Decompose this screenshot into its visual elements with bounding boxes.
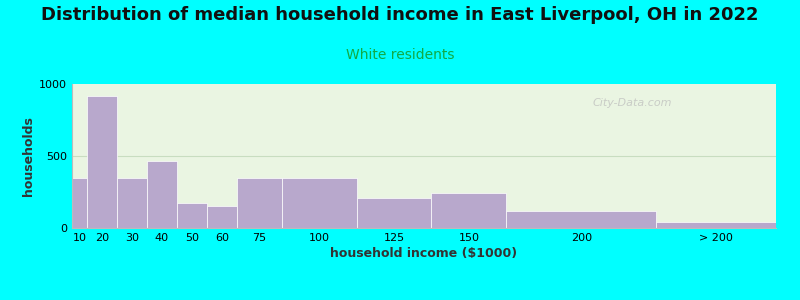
Bar [117, 178, 147, 228]
Bar [147, 161, 177, 228]
Bar [282, 178, 357, 228]
Bar [207, 206, 237, 228]
Y-axis label: households: households [22, 116, 35, 196]
Bar [87, 95, 117, 228]
Bar [72, 178, 87, 228]
Bar [506, 212, 656, 228]
Bar [656, 221, 776, 228]
Text: Distribution of median household income in East Liverpool, OH in 2022: Distribution of median household income … [42, 6, 758, 24]
Text: City-Data.com: City-Data.com [593, 98, 673, 108]
Bar [177, 203, 207, 228]
Bar [237, 178, 282, 228]
X-axis label: household income ($1000): household income ($1000) [330, 247, 518, 260]
Bar [357, 199, 431, 228]
Bar [431, 194, 506, 228]
Text: White residents: White residents [346, 48, 454, 62]
